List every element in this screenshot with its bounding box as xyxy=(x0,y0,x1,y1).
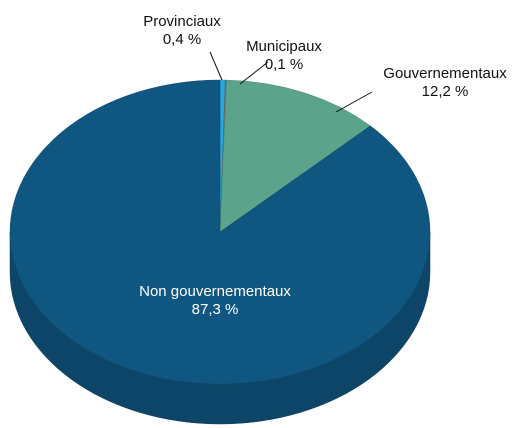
leader-line xyxy=(335,91,373,113)
leader-line xyxy=(239,61,269,85)
slice-value-label: 12,2 % xyxy=(422,83,469,100)
slice-value-label: 0,1 % xyxy=(265,56,303,73)
slice xyxy=(9,79,431,385)
slice-label: Municipaux xyxy=(246,38,322,55)
pie xyxy=(9,79,431,425)
slice-label: Provinciaux xyxy=(143,13,221,30)
slice-value-label: 87,3 % xyxy=(192,301,239,318)
slice xyxy=(219,79,371,233)
leader-line xyxy=(209,51,223,81)
slice-label: Gouvernementaux xyxy=(383,65,507,82)
slice-label: Non gouvernementaux xyxy=(139,283,291,300)
slice-value-label: 0,4 % xyxy=(163,31,201,48)
